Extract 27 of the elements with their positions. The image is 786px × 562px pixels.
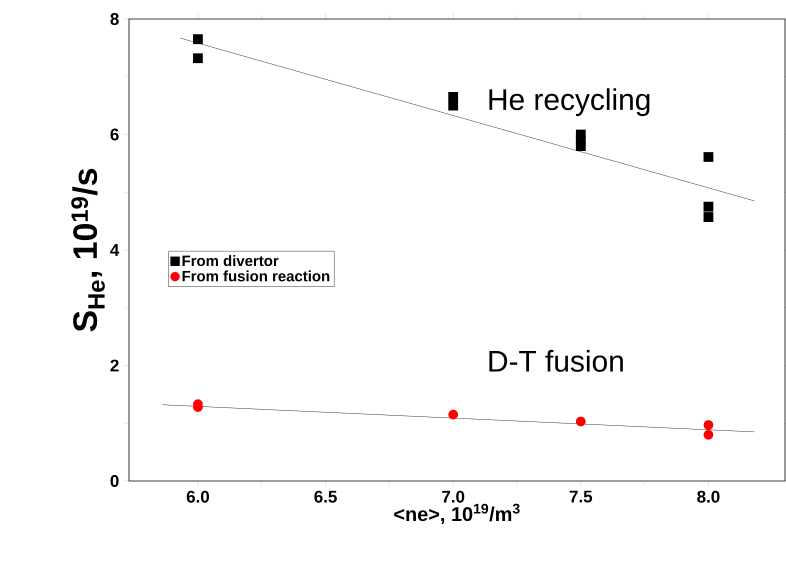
x-tick-label: 6.0 xyxy=(186,490,209,503)
y-tick-label: 4 xyxy=(110,244,120,256)
point xyxy=(193,53,203,64)
y-axis-title: S$_{He}$, 10$^{19}$/s xyxy=(71,168,105,332)
x-tick-label: 6.5 xyxy=(314,490,337,503)
point xyxy=(576,416,586,426)
legend-label: From fusion reaction xyxy=(182,270,330,282)
point xyxy=(448,410,458,420)
y-tick-label: 8 xyxy=(110,12,119,25)
x-tick-label: 7.5 xyxy=(570,490,592,503)
point xyxy=(704,152,714,162)
annotation: He recycling xyxy=(489,88,650,116)
annotation: D-T fusion xyxy=(489,350,623,372)
point xyxy=(448,100,458,111)
point xyxy=(193,34,203,44)
y-tick-label: 0 xyxy=(110,474,119,487)
x-axis-title: <ne>, 10$^{19}$/m$^{3}$ xyxy=(394,504,520,524)
point xyxy=(704,212,714,222)
point xyxy=(704,420,714,430)
point xyxy=(704,430,714,440)
y-tick-label: 2 xyxy=(110,360,119,372)
x-tick-label: 7.0 xyxy=(442,490,464,503)
y-tick-label: 6 xyxy=(110,128,119,140)
legend-label: From divertor xyxy=(182,255,278,266)
point xyxy=(704,202,714,212)
point xyxy=(576,141,586,151)
x-tick-label: 8.0 xyxy=(697,490,720,503)
